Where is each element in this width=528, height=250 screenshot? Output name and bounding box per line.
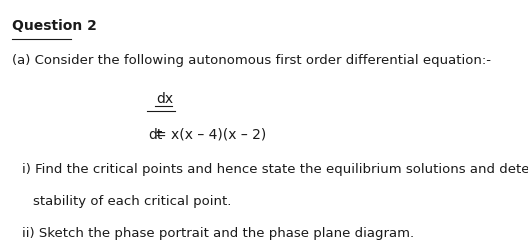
Text: dx: dx [157,92,174,106]
Text: stability of each critical point.: stability of each critical point. [33,194,232,207]
Text: (a) Consider the following autonomous first order differential equation:-: (a) Consider the following autonomous fi… [12,53,491,66]
Text: = x(x – 4)(x – 2): = x(x – 4)(x – 2) [155,128,266,141]
Text: Question 2: Question 2 [12,19,97,33]
Text: i) Find the critical points and hence state the equilibrium solutions and determ: i) Find the critical points and hence st… [22,162,528,175]
Text: ii) Sketch the phase portrait and the phase plane diagram.: ii) Sketch the phase portrait and the ph… [22,226,414,239]
Text: dt: dt [148,128,163,141]
